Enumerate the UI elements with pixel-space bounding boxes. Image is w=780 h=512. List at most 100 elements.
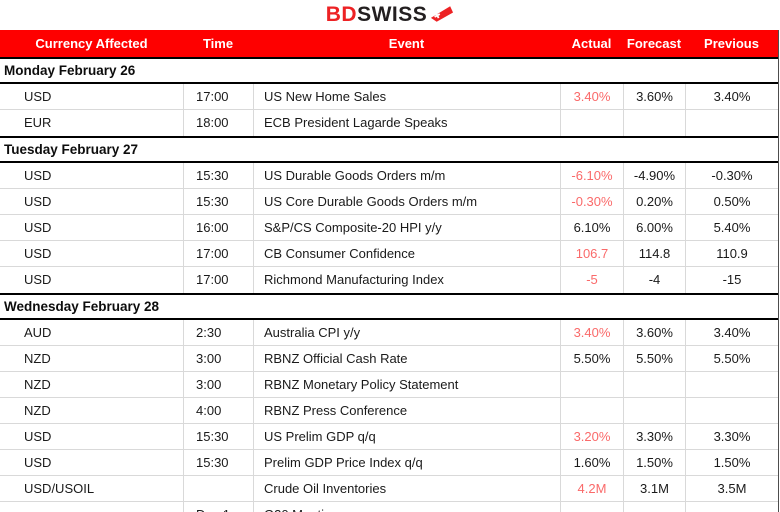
table-body: Monday February 26 USD 17:00 US New Home Sa… bbox=[0, 57, 778, 512]
cell-time: 18:00 bbox=[183, 110, 253, 136]
table-row: USD 17:00 Richmond Manufacturing Index -5 -4… bbox=[0, 267, 778, 293]
cell-forecast: 0.20% bbox=[623, 189, 685, 215]
cell-event: Australia CPI y/y bbox=[253, 320, 560, 346]
cell-time: 2:30 bbox=[183, 320, 253, 346]
cell-forecast bbox=[623, 502, 685, 512]
cell-forecast: 3.60% bbox=[623, 84, 685, 110]
cell-event: US Core Durable Goods Orders m/m bbox=[253, 189, 560, 215]
swiss-arrow-icon bbox=[431, 5, 454, 22]
table-row: NZD 3:00 RBNZ Monetary Policy Statement bbox=[0, 372, 778, 398]
cell-event: RBNZ Official Cash Rate bbox=[253, 346, 560, 372]
cell-currency: USD bbox=[24, 272, 52, 287]
cell-actual bbox=[560, 372, 623, 398]
cell-time: 16:00 bbox=[183, 215, 253, 241]
cell-forecast: 5.50% bbox=[623, 346, 685, 372]
cell-actual: -0.30% bbox=[560, 189, 623, 215]
cell-currency: USD/USOIL bbox=[24, 481, 95, 496]
cell-forecast bbox=[623, 372, 685, 398]
cell-actual bbox=[560, 502, 623, 512]
cell-time: 17:00 bbox=[183, 267, 253, 293]
cell-currency: USD bbox=[24, 89, 52, 104]
table-row: USD/USOIL Crude Oil Inventories 4.2M 3.1M 3.… bbox=[0, 476, 778, 502]
date-label: Tuesday February 27 bbox=[4, 142, 139, 157]
logo-text-swiss: SWISS bbox=[357, 3, 428, 26]
cell-currency: NZD bbox=[24, 351, 51, 366]
cell-previous bbox=[685, 502, 778, 512]
cell-event: Prelim GDP Price Index q/q bbox=[253, 450, 560, 476]
table-row: USD 15:30 US Core Durable Goods Orders m/m… bbox=[0, 189, 778, 215]
cell-currency: AUD bbox=[24, 325, 52, 340]
cell-currency: USD bbox=[24, 455, 52, 470]
column-header-previous: Previous bbox=[704, 36, 759, 51]
column-header-forecast: Forecast bbox=[626, 36, 682, 51]
cell-event: ECB President Lagarde Speaks bbox=[253, 110, 560, 136]
cell-previous: 0.50% bbox=[685, 189, 778, 215]
cell-forecast: 3.1M bbox=[623, 476, 685, 502]
cell-actual bbox=[560, 398, 623, 424]
cell-forecast: 6.00% bbox=[623, 215, 685, 241]
cell-actual bbox=[560, 110, 623, 136]
table-header-row: Currency Affected Time Event Actual Fore… bbox=[0, 30, 778, 57]
economic-calendar-table: Currency Affected Time Event Actual Fore… bbox=[0, 30, 779, 512]
cell-actual: -6.10% bbox=[560, 163, 623, 189]
cell-actual: 3.40% bbox=[560, 320, 623, 346]
cell-currency bbox=[0, 502, 183, 512]
date-label: Monday February 26 bbox=[4, 63, 136, 78]
table-row: USD 15:30 US Durable Goods Orders m/m -6.10… bbox=[0, 163, 778, 189]
cell-forecast: -4.90% bbox=[623, 163, 685, 189]
table-row: EUR 18:00 ECB President Lagarde Speaks bbox=[0, 110, 778, 136]
cell-time bbox=[183, 476, 253, 502]
column-header-event: Event bbox=[388, 36, 425, 51]
cell-previous: -15 bbox=[685, 267, 778, 293]
cell-actual: -5 bbox=[560, 267, 623, 293]
cell-forecast: 3.30% bbox=[623, 424, 685, 450]
cell-event: US New Home Sales bbox=[253, 84, 560, 110]
cell-actual: 6.10% bbox=[560, 215, 623, 241]
cell-previous: 3.40% bbox=[685, 320, 778, 346]
cell-actual: 3.20% bbox=[560, 424, 623, 450]
cell-event: CB Consumer Confidence bbox=[253, 241, 560, 267]
cell-time: 17:00 bbox=[183, 84, 253, 110]
cell-actual: 1.60% bbox=[560, 450, 623, 476]
cell-time: 15:30 bbox=[183, 424, 253, 450]
cell-actual: 106.7 bbox=[560, 241, 623, 267]
cell-time: 15:30 bbox=[183, 450, 253, 476]
date-label: Wednesday February 28 bbox=[4, 299, 160, 314]
table-row: NZD 3:00 RBNZ Official Cash Rate 5.50% 5.50%… bbox=[0, 346, 778, 372]
cell-currency: USD bbox=[24, 429, 52, 444]
cell-previous: 3.40% bbox=[685, 84, 778, 110]
cell-previous: 3.5M bbox=[685, 476, 778, 502]
cell-forecast: 114.8 bbox=[623, 241, 685, 267]
cell-previous: 110.9 bbox=[685, 241, 778, 267]
column-header-actual: Actual bbox=[571, 36, 612, 51]
cell-forecast bbox=[623, 398, 685, 424]
cell-forecast bbox=[623, 110, 685, 136]
table-row: Day 1G20 Meetings bbox=[0, 502, 778, 512]
cell-event: Crude Oil Inventories bbox=[253, 476, 560, 502]
cell-actual: 3.40% bbox=[560, 84, 623, 110]
bdswiss-logo[interactable]: BD SWISS bbox=[326, 3, 455, 27]
table-row: USD 15:30 US Prelim GDP q/q 3.20% 3.30% 3.30% bbox=[0, 424, 778, 450]
cell-currency: USD bbox=[24, 220, 52, 235]
cell-currency: USD bbox=[24, 246, 52, 261]
cell-previous bbox=[685, 398, 778, 424]
cell-time: 17:00 bbox=[183, 241, 253, 267]
cell-time: 3:00 bbox=[183, 346, 253, 372]
logo-text-bd: BD bbox=[325, 3, 358, 26]
cell-event: Richmond Manufacturing Index bbox=[253, 267, 560, 293]
date-section-header: Monday February 26 bbox=[0, 57, 778, 84]
cell-forecast: -4 bbox=[623, 267, 685, 293]
cell-currency: NZD bbox=[24, 377, 51, 392]
column-header-time: Time bbox=[202, 36, 234, 51]
column-header-currency: Currency Affected bbox=[35, 36, 148, 51]
table-row: USD 16:00 S&P/CS Composite-20 HPI y/y 6.10%… bbox=[0, 215, 778, 241]
table-row: AUD 2:30 Australia CPI y/y 3.40% 3.60% 3.40% bbox=[0, 320, 778, 346]
cell-time: 4:00 bbox=[183, 398, 253, 424]
table-row: USD 15:30 Prelim GDP Price Index q/q 1.60% 1… bbox=[0, 450, 778, 476]
cell-actual: 4.2M bbox=[560, 476, 623, 502]
cell-forecast: 1.50% bbox=[623, 450, 685, 476]
table-row: USD 17:00 CB Consumer Confidence 106.7 114.8… bbox=[0, 241, 778, 267]
cell-currency: NZD bbox=[24, 403, 51, 418]
cell-time: 3:00 bbox=[183, 372, 253, 398]
